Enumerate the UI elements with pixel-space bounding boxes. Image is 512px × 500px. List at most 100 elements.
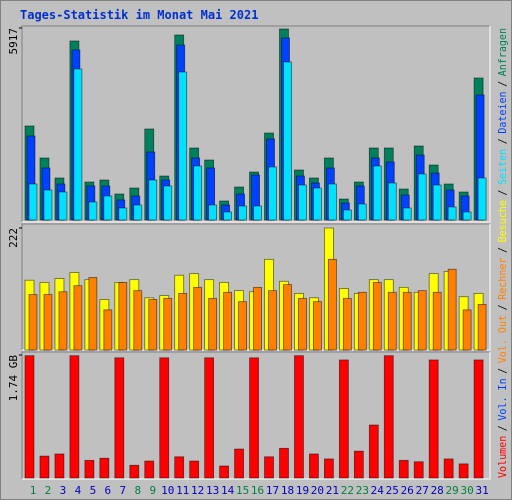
bar bbox=[428, 359, 439, 479]
bar bbox=[447, 268, 457, 351]
x-tick-label: 25 bbox=[386, 484, 399, 497]
bar bbox=[148, 179, 158, 221]
bar bbox=[249, 357, 259, 479]
bar bbox=[477, 177, 487, 221]
x-tick-label: 18 bbox=[281, 484, 294, 497]
bar bbox=[417, 290, 427, 351]
x-tick-label: 27 bbox=[416, 484, 429, 497]
legend-entry: Vol. Out bbox=[496, 315, 509, 363]
bar bbox=[43, 294, 53, 351]
x-tick-label: 5 bbox=[90, 484, 97, 497]
y-tick-label: 5917 bbox=[7, 28, 20, 55]
bar bbox=[133, 204, 143, 221]
bar bbox=[39, 455, 50, 479]
legend-entry: Besuche bbox=[496, 200, 509, 242]
bar bbox=[163, 297, 173, 351]
x-tick-label: 8 bbox=[134, 484, 141, 497]
bar bbox=[462, 309, 472, 351]
legend-entry: Dateien bbox=[496, 91, 509, 133]
bar bbox=[462, 211, 472, 221]
bar bbox=[88, 277, 98, 351]
bar bbox=[189, 460, 200, 479]
bar bbox=[58, 191, 68, 221]
legend-entry: Seiten bbox=[496, 149, 509, 185]
x-tick-label: 21 bbox=[326, 484, 339, 497]
bar bbox=[298, 184, 307, 221]
bar bbox=[58, 291, 68, 351]
bar bbox=[99, 457, 110, 479]
bar bbox=[357, 203, 367, 221]
bar bbox=[417, 173, 427, 221]
x-tick-label: 14 bbox=[221, 484, 235, 497]
bar bbox=[129, 464, 140, 479]
bar bbox=[342, 297, 352, 351]
bar bbox=[174, 456, 185, 479]
bar bbox=[118, 282, 128, 351]
bar bbox=[69, 355, 80, 479]
bar bbox=[372, 165, 382, 221]
legend-separator: / bbox=[496, 81, 509, 87]
bar bbox=[338, 359, 349, 479]
bar bbox=[327, 258, 337, 351]
panel-edge bbox=[22, 352, 491, 480]
bar bbox=[268, 166, 277, 221]
bar bbox=[447, 206, 457, 221]
legend-entry: Vol. In bbox=[496, 378, 509, 420]
bar bbox=[323, 458, 334, 479]
bar bbox=[279, 447, 289, 479]
bar bbox=[204, 357, 215, 479]
bar bbox=[103, 309, 113, 351]
x-tick-label: 23 bbox=[356, 484, 369, 497]
x-tick-label: 28 bbox=[431, 484, 444, 497]
bar bbox=[264, 456, 274, 479]
bar bbox=[372, 282, 382, 351]
bar bbox=[88, 201, 98, 221]
x-tick-label: 24 bbox=[371, 484, 385, 497]
bar bbox=[103, 195, 113, 221]
x-tick-label: 3 bbox=[60, 484, 67, 497]
bar bbox=[159, 357, 170, 479]
chart-title: Tages-Statistik im Monat Mai 2021 bbox=[20, 8, 258, 22]
x-tick-label: 10 bbox=[161, 484, 174, 497]
bar bbox=[238, 301, 247, 351]
bar bbox=[234, 448, 244, 479]
bar bbox=[253, 286, 262, 351]
bar bbox=[402, 207, 412, 221]
bar bbox=[84, 459, 95, 479]
legend-entry: Anfragen bbox=[496, 28, 509, 76]
legend-entry: Rechner bbox=[496, 257, 509, 300]
bar bbox=[268, 290, 277, 351]
x-tick-label: 2 bbox=[45, 484, 52, 497]
bar bbox=[148, 299, 158, 351]
bar bbox=[313, 301, 322, 351]
bar bbox=[283, 61, 292, 221]
bar bbox=[163, 185, 173, 221]
y-tick-label: 1.74 GB bbox=[7, 355, 20, 402]
bar bbox=[43, 189, 53, 221]
bar bbox=[208, 297, 218, 351]
panel-edge bbox=[21, 25, 490, 222]
bar bbox=[473, 359, 484, 479]
x-tick-label: 22 bbox=[341, 484, 354, 497]
bar bbox=[387, 182, 397, 221]
x-tick-label: 6 bbox=[105, 484, 112, 497]
legend-separator: / bbox=[496, 425, 509, 431]
bar bbox=[443, 458, 454, 479]
bar bbox=[238, 205, 247, 221]
bar bbox=[309, 453, 319, 479]
panel-edge bbox=[21, 223, 490, 350]
x-tick-label: 9 bbox=[149, 484, 156, 497]
bar bbox=[28, 183, 38, 221]
bar bbox=[73, 285, 83, 351]
bar bbox=[458, 463, 469, 479]
bar bbox=[223, 291, 233, 351]
bar bbox=[24, 355, 35, 479]
bar bbox=[178, 71, 188, 221]
bar bbox=[298, 297, 307, 351]
bar bbox=[357, 291, 367, 351]
legend: Volumen / Vol. In / Vol. Out / Rechner / Besuche… bbox=[496, 28, 509, 478]
legend-separator: / bbox=[496, 138, 509, 144]
bar bbox=[178, 292, 188, 351]
x-tick-label: 19 bbox=[296, 484, 309, 497]
